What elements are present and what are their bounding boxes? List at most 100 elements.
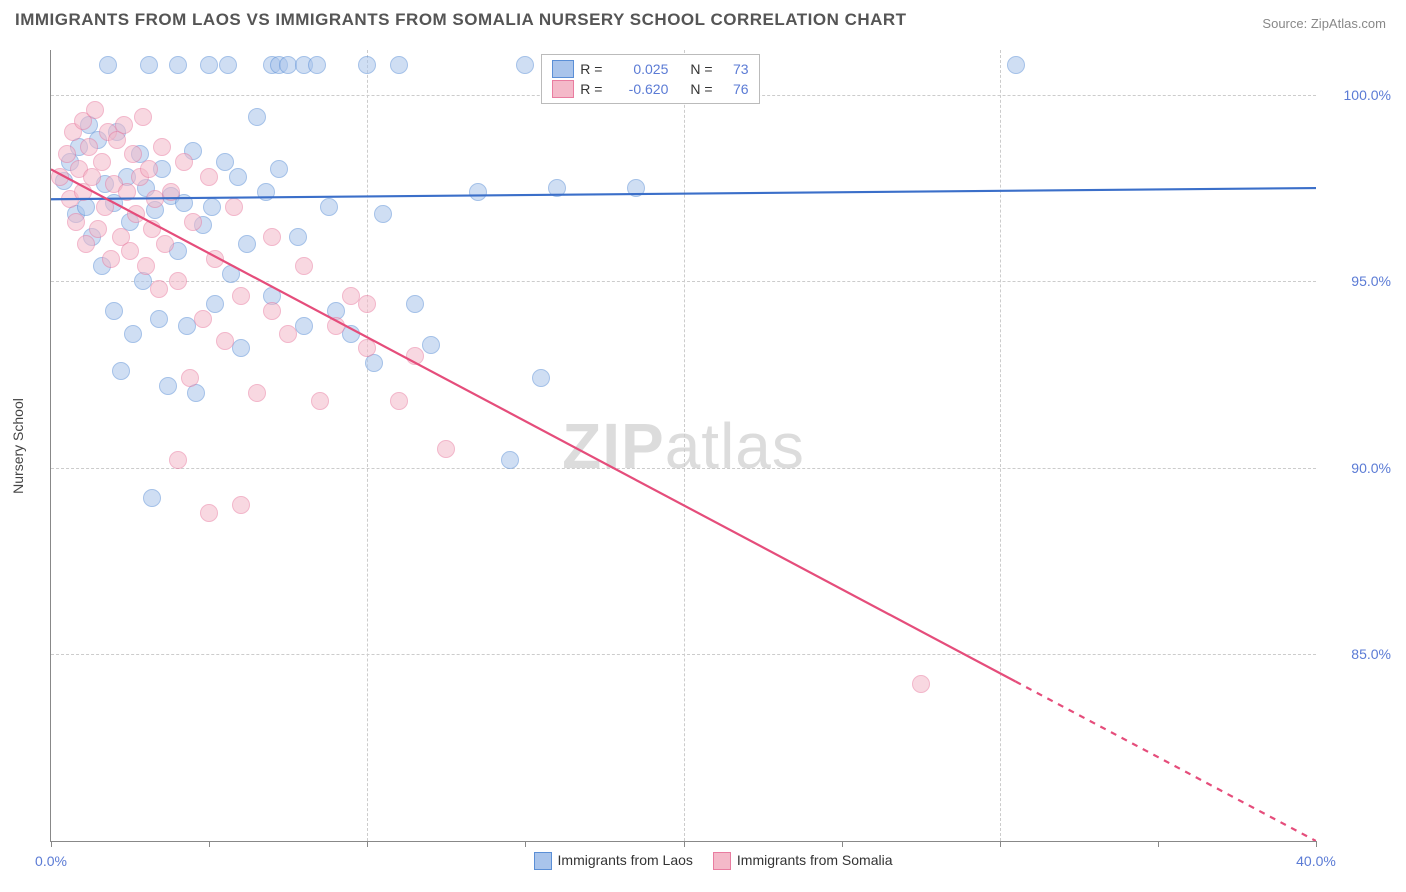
data-point	[263, 302, 281, 320]
data-point	[248, 384, 266, 402]
data-point	[150, 280, 168, 298]
data-point	[406, 347, 424, 365]
legend-row: R =-0.620N =76	[552, 79, 748, 99]
data-point	[162, 183, 180, 201]
data-point	[112, 362, 130, 380]
data-point	[225, 198, 243, 216]
ytick-label: 90.0%	[1331, 460, 1391, 476]
chart-title: IMMIGRANTS FROM LAOS VS IMMIGRANTS FROM …	[15, 10, 907, 30]
xtick-mark	[684, 841, 685, 847]
data-point	[295, 317, 313, 335]
data-point	[279, 325, 297, 343]
grid-line-v	[367, 50, 368, 841]
x-axis-legend: Immigrants from LaosImmigrants from Soma…	[0, 852, 1406, 870]
legend-swatch	[713, 852, 731, 870]
legend-r-label: R =	[580, 61, 602, 77]
legend-r-value: -0.620	[608, 81, 668, 97]
data-point	[289, 228, 307, 246]
legend-swatch	[552, 60, 574, 78]
series-name: Immigrants from Laos	[558, 852, 693, 868]
data-point	[159, 377, 177, 395]
data-point	[1007, 56, 1025, 74]
data-point	[143, 489, 161, 507]
regression-line-dashed	[1016, 681, 1316, 841]
data-point	[99, 56, 117, 74]
xtick-mark	[209, 841, 210, 847]
data-point	[232, 339, 250, 357]
data-point	[311, 392, 329, 410]
legend-r-value: 0.025	[608, 61, 668, 77]
data-point	[102, 250, 120, 268]
data-point	[175, 153, 193, 171]
legend-n-label: N =	[690, 81, 712, 97]
data-point	[516, 56, 534, 74]
data-point	[390, 56, 408, 74]
data-point	[200, 56, 218, 74]
legend-swatch	[534, 852, 552, 870]
data-point	[200, 168, 218, 186]
data-point	[912, 675, 930, 693]
data-point	[238, 235, 256, 253]
data-point	[67, 213, 85, 231]
legend-r-label: R =	[580, 81, 602, 97]
data-point	[200, 504, 218, 522]
data-point	[181, 369, 199, 387]
legend-n-label: N =	[690, 61, 712, 77]
data-point	[96, 198, 114, 216]
grid-line-v	[684, 50, 685, 841]
data-point	[51, 168, 69, 186]
data-point	[437, 440, 455, 458]
xtick-mark	[525, 841, 526, 847]
correlation-legend: R =0.025N =73R =-0.620N =76	[541, 54, 759, 104]
data-point	[295, 257, 313, 275]
data-point	[358, 56, 376, 74]
data-point	[257, 183, 275, 201]
data-point	[390, 392, 408, 410]
data-point	[216, 153, 234, 171]
watermark-light: atlas	[665, 410, 805, 482]
data-point	[327, 317, 345, 335]
data-point	[358, 295, 376, 313]
data-point	[194, 310, 212, 328]
data-point	[80, 138, 98, 156]
source-value: ZipAtlas.com	[1311, 16, 1386, 31]
ytick-label: 100.0%	[1331, 87, 1391, 103]
data-point	[124, 325, 142, 343]
source-citation: Source: ZipAtlas.com	[1262, 16, 1386, 31]
data-point	[184, 213, 202, 231]
data-point	[320, 198, 338, 216]
xtick-mark	[842, 841, 843, 847]
data-point	[89, 220, 107, 238]
plot-area: ZIPatlas 85.0%90.0%95.0%100.0%0.0%40.0%R…	[50, 50, 1316, 842]
data-point	[422, 336, 440, 354]
legend-swatch	[552, 80, 574, 98]
data-point	[374, 205, 392, 223]
data-point	[140, 56, 158, 74]
data-point	[248, 108, 266, 126]
xtick-mark	[367, 841, 368, 847]
grid-line-v	[1000, 50, 1001, 841]
watermark-bold: ZIP	[562, 410, 665, 482]
legend-row: R = 0.025 N = 73	[552, 59, 748, 79]
data-point	[140, 160, 158, 178]
legend-n-value: 73	[719, 61, 749, 77]
data-point	[124, 145, 142, 163]
xtick-mark	[1158, 841, 1159, 847]
data-point	[203, 198, 221, 216]
data-point	[229, 168, 247, 186]
data-point	[105, 302, 123, 320]
data-point	[143, 220, 161, 238]
data-point	[137, 257, 155, 275]
data-point	[169, 451, 187, 469]
data-point	[219, 56, 237, 74]
data-point	[127, 205, 145, 223]
data-point	[532, 369, 550, 387]
xtick-mark	[1000, 841, 1001, 847]
data-point	[232, 287, 250, 305]
data-point	[115, 116, 133, 134]
data-point	[121, 242, 139, 260]
source-label: Source:	[1262, 16, 1307, 31]
data-point	[77, 235, 95, 253]
data-point	[627, 179, 645, 197]
data-point	[222, 265, 240, 283]
